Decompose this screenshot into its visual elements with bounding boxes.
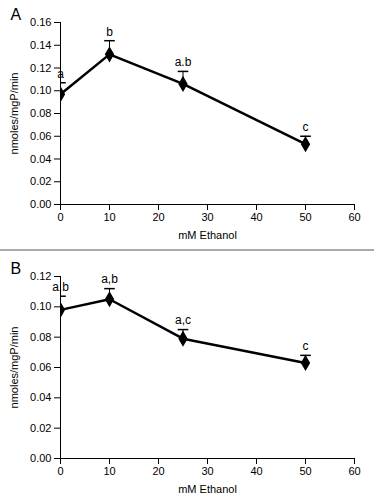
svg-text:0.02: 0.02 bbox=[30, 175, 51, 187]
svg-text:a,b: a,b bbox=[101, 272, 118, 286]
svg-text:0.00: 0.00 bbox=[30, 452, 51, 464]
svg-text:30: 30 bbox=[201, 465, 213, 477]
svg-text:0.16: 0.16 bbox=[30, 16, 51, 28]
svg-text:50: 50 bbox=[299, 465, 311, 477]
svg-text:0.08: 0.08 bbox=[30, 107, 51, 119]
svg-text:0.12: 0.12 bbox=[30, 62, 51, 74]
svg-text:10: 10 bbox=[103, 211, 115, 223]
svg-text:0.04: 0.04 bbox=[30, 153, 51, 165]
svg-text:nmoles/mgP/min: nmoles/mgP/min bbox=[8, 73, 20, 155]
svg-text:nmoles/mgP/min: nmoles/mgP/min bbox=[8, 327, 20, 409]
svg-text:10: 10 bbox=[103, 465, 115, 477]
svg-text:20: 20 bbox=[152, 465, 164, 477]
svg-text:c: c bbox=[303, 339, 309, 353]
svg-text:60: 60 bbox=[348, 465, 360, 477]
svg-text:0.12: 0.12 bbox=[30, 270, 51, 282]
svg-text:0.10: 0.10 bbox=[30, 300, 51, 312]
svg-text:B: B bbox=[11, 260, 22, 277]
svg-text:0.08: 0.08 bbox=[30, 331, 51, 343]
svg-text:0: 0 bbox=[57, 211, 63, 223]
svg-text:0.06: 0.06 bbox=[30, 361, 51, 373]
svg-text:50: 50 bbox=[299, 211, 311, 223]
svg-text:a.b: a.b bbox=[175, 55, 192, 69]
svg-text:20: 20 bbox=[152, 211, 164, 223]
svg-text:30: 30 bbox=[201, 211, 213, 223]
svg-text:mM Ethanol: mM Ethanol bbox=[178, 229, 237, 241]
svg-text:a: a bbox=[57, 67, 64, 81]
svg-text:0.02: 0.02 bbox=[30, 422, 51, 434]
svg-text:40: 40 bbox=[250, 211, 262, 223]
svg-text:60: 60 bbox=[348, 211, 360, 223]
svg-text:a.b: a.b bbox=[52, 280, 69, 294]
svg-text:0.04: 0.04 bbox=[30, 391, 51, 403]
svg-text:0.06: 0.06 bbox=[30, 130, 51, 142]
svg-text:A: A bbox=[11, 6, 22, 23]
svg-text:0.10: 0.10 bbox=[30, 84, 51, 96]
svg-text:0.00: 0.00 bbox=[30, 198, 51, 210]
svg-text:0: 0 bbox=[57, 465, 63, 477]
svg-text:mM Ethanol: mM Ethanol bbox=[178, 483, 237, 495]
svg-text:a,c: a,c bbox=[175, 313, 191, 327]
svg-text:b: b bbox=[106, 25, 113, 39]
svg-text:0.14: 0.14 bbox=[30, 39, 51, 51]
svg-text:40: 40 bbox=[250, 465, 262, 477]
svg-text:c: c bbox=[303, 120, 309, 134]
